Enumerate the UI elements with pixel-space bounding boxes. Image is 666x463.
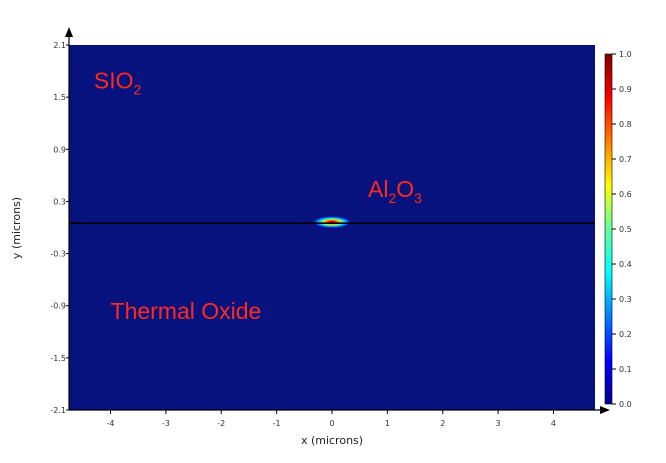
x-axis-arrow	[600, 406, 610, 414]
mode-field-spot	[312, 216, 352, 229]
x-tick-label: -4	[107, 419, 115, 428]
y-axis-label: y (microns)	[10, 197, 23, 259]
colorbar-tick-label: 0.2	[619, 330, 632, 339]
y-tick-label: -1.5	[50, 354, 66, 363]
y-tick-label: -2.1	[50, 406, 66, 415]
region-label: SIO2	[94, 67, 142, 97]
mode-layer	[312, 216, 352, 229]
colorbar-tick-label: 0.8	[619, 120, 632, 129]
colorbar-tick-label: 0.0	[619, 400, 632, 409]
colorbar-tick-label: 1.0	[619, 50, 632, 59]
x-tick-label: 4	[551, 419, 556, 428]
x-ticks: -4 -3 -2 -1 0 1 2 3 4	[107, 410, 556, 428]
y-tick-label: 1.5	[53, 93, 66, 102]
x-tick-label: -3	[162, 419, 170, 428]
y-ticks: 2.1 1.5 0.9 0.3 -0.3 -0.9 -1.5 -2.1	[50, 41, 69, 415]
x-tick-label: 0	[329, 419, 334, 428]
x-axis-label: x (microns)	[301, 434, 363, 447]
x-tick-label: -2	[217, 419, 225, 428]
x-tick-label: -1	[273, 419, 281, 428]
region-label: Thermal Oxide	[111, 298, 262, 324]
colorbar-tick-label: 0.9	[619, 85, 632, 94]
y-tick-label: -0.3	[50, 250, 66, 259]
y-tick-label: -0.9	[50, 302, 66, 311]
y-tick-label: 2.1	[53, 41, 66, 50]
colorbar-ticks: 1.0 0.9 0.8 0.7 0.6 0.5 0.4 0.3 0.2 0.1 0.0	[612, 50, 632, 409]
colorbar-tick-label: 0.7	[619, 155, 632, 164]
y-axis-arrow	[65, 27, 73, 37]
colorbar	[604, 53, 613, 405]
y-tick-label: 0.9	[53, 145, 66, 154]
region-label: Al2O3	[368, 176, 422, 206]
colorbar-tick-label: 0.4	[619, 260, 632, 269]
colorbar-tick-label: 0.3	[619, 295, 632, 304]
colorbar-tick-label: 0.1	[619, 365, 632, 374]
colorbar-tick-label: 0.6	[619, 190, 632, 199]
x-tick-label: 2	[440, 419, 445, 428]
region-labels: SIO2 Al2O3 Thermal Oxide	[94, 67, 422, 323]
y-tick-label: 0.3	[53, 197, 66, 206]
x-tick-label: 3	[496, 419, 501, 428]
colorbar-tick-label: 0.5	[619, 225, 632, 234]
x-tick-label: 1	[385, 419, 390, 428]
